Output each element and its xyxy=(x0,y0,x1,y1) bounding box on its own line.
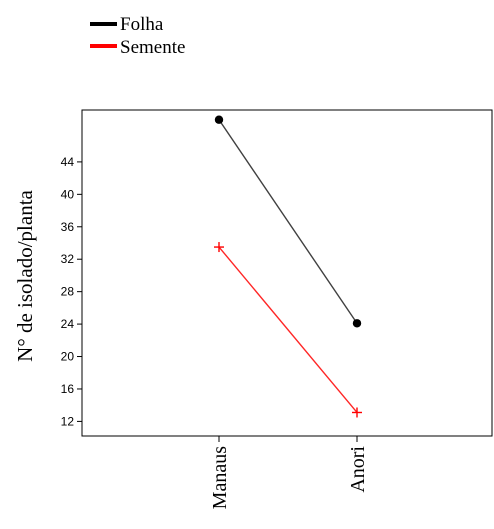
legend-label-semente: Semente xyxy=(120,37,185,58)
plot-frame xyxy=(81,109,493,437)
y-tick-label: 20 xyxy=(61,350,75,364)
y-tick-label: 24 xyxy=(61,317,75,331)
y-tick-label: 16 xyxy=(61,382,75,396)
y-tick-label: 12 xyxy=(61,414,75,428)
y-axis: 12 16 20 24 28 32 36 40 44 xyxy=(61,155,82,428)
legend: Folha Semente xyxy=(90,14,185,58)
data-point-semente xyxy=(214,242,224,253)
y-tick-label: 28 xyxy=(61,285,75,299)
legend-label-folha: Folha xyxy=(120,14,164,35)
x-tick-label: Anori xyxy=(347,446,369,493)
y-axis-title: N° de isolado/planta xyxy=(13,189,37,361)
series-line-folha xyxy=(218,119,358,324)
x-axis: Manaus Anori xyxy=(209,436,369,509)
data-point-semente xyxy=(352,407,362,418)
series-layer xyxy=(214,115,362,418)
y-tick-label: 40 xyxy=(61,187,75,201)
y-tick-label: 36 xyxy=(61,220,75,234)
y-tick-label: 44 xyxy=(61,155,75,169)
series-line-semente xyxy=(218,246,358,413)
x-tick-label: Manaus xyxy=(209,446,231,510)
data-point-folha xyxy=(352,319,362,328)
data-point-folha xyxy=(214,115,224,124)
y-tick-label: 32 xyxy=(61,252,75,266)
